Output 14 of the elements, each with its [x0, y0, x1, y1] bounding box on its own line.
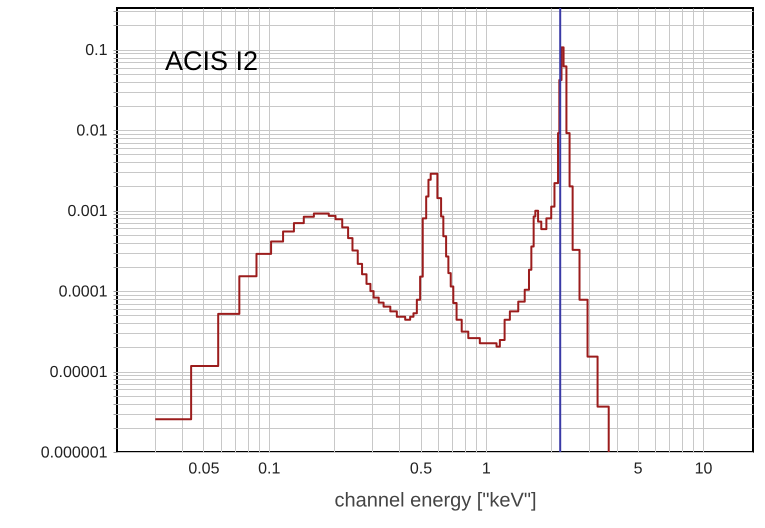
x-tick-label: 0.5	[410, 460, 432, 478]
y-tick-label: 0.0001	[58, 284, 108, 301]
y-tick-label: 0.01	[76, 122, 108, 140]
x-tick-label: 5	[634, 460, 643, 478]
y-tick-label: 0.000001	[40, 444, 108, 462]
x-tick-label: 1	[482, 460, 491, 478]
x-axis-title: channel energy ["keV"]	[334, 490, 537, 512]
y-tick-label: 0.00001	[50, 364, 108, 382]
x-tick-label: 10	[694, 460, 712, 478]
annotation: ACIS I2	[165, 46, 258, 76]
x-tick-label: 0.1	[258, 460, 280, 478]
x-tick-label: 0.05	[188, 460, 220, 478]
y-tick-label: 0.1	[85, 42, 108, 60]
y-tick-label: 0.001	[67, 203, 108, 220]
